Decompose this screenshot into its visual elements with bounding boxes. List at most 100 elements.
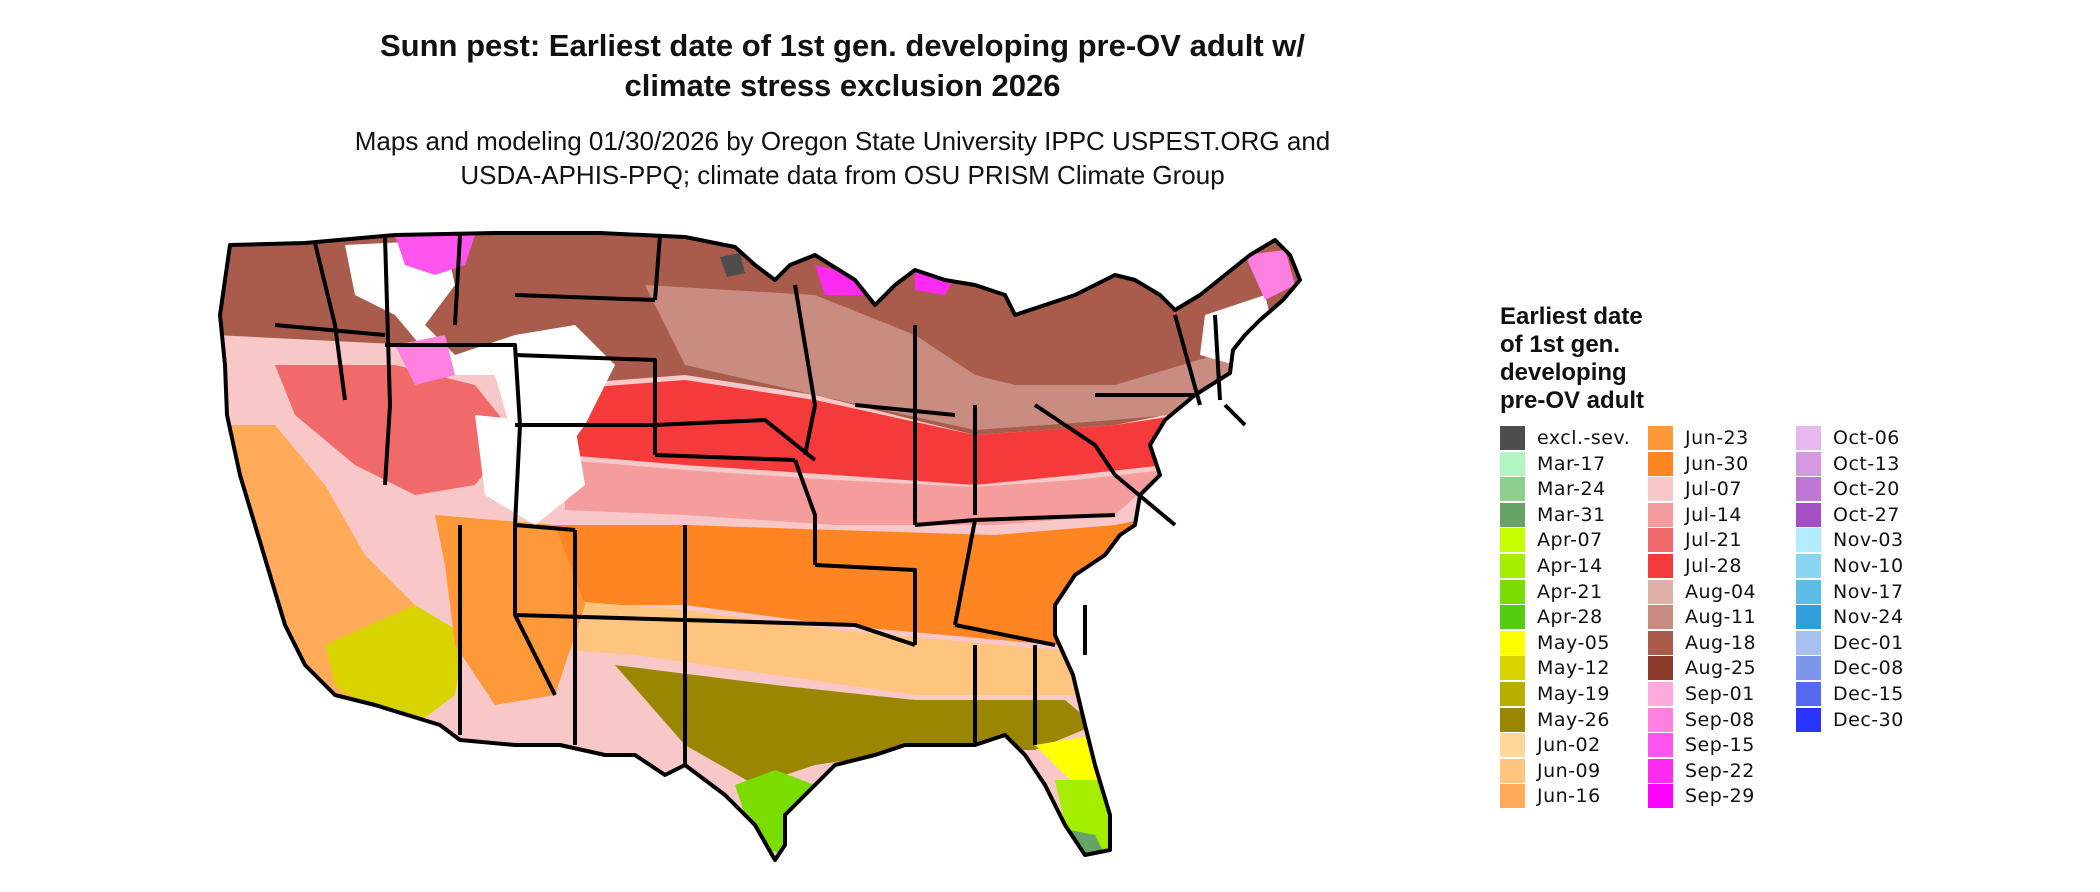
legend-label: Apr-07 <box>1537 529 1603 552</box>
legend-item: Jun-30 <box>1648 451 1749 477</box>
legend-item: Oct-27 <box>1796 502 1900 528</box>
legend-label: Jun-09 <box>1537 759 1601 782</box>
legend-label: Apr-28 <box>1537 606 1603 629</box>
legend-item: Jul-28 <box>1648 553 1742 579</box>
legend-label: Apr-14 <box>1537 555 1603 577</box>
legend-swatch <box>1648 733 1673 758</box>
legend-item: Jul-21 <box>1648 527 1742 553</box>
legend-title-line: Earliest date <box>1500 303 1643 330</box>
legend-item: excl.-sev. <box>1500 425 1630 451</box>
legend-item: May-05 <box>1500 630 1610 656</box>
legend-swatch <box>1648 502 1673 527</box>
legend-swatch <box>1500 707 1525 732</box>
legend-swatch <box>1796 605 1821 630</box>
map-region-florida-north <box>1035 735 1105 785</box>
map-region-excluded-dark <box>720 253 745 277</box>
legend-swatch <box>1796 554 1821 578</box>
legend-swatch <box>1500 656 1525 681</box>
legend-item: Nov-24 <box>1796 604 1904 630</box>
map-subtitle-line-2: USDA-APHIS-PPQ; climate data from OSU PR… <box>460 160 1225 190</box>
legend-item: Aug-25 <box>1648 655 1756 681</box>
legend-item: May-19 <box>1500 681 1610 707</box>
legend-swatch <box>1648 784 1673 809</box>
legend-label: Jun-02 <box>1537 734 1601 757</box>
map-fill-regions <box>220 233 1300 860</box>
legend-label: Jul-07 <box>1685 478 1742 501</box>
legend-swatch <box>1796 682 1821 706</box>
legend-item: Dec-08 <box>1796 655 1904 681</box>
legend-item: Jun-23 <box>1648 425 1749 451</box>
legend-item: Sep-08 <box>1648 707 1755 733</box>
legend-item: May-12 <box>1500 655 1610 681</box>
state-border-lines <box>274 234 1247 765</box>
map-subtitle: Maps and modeling 01/30/2026 by Oregon S… <box>250 124 1435 192</box>
legend-label: Jun-16 <box>1537 785 1601 808</box>
legend-item: Aug-11 <box>1648 604 1756 630</box>
legend-item: Nov-10 <box>1796 553 1904 579</box>
legend-swatch <box>1648 707 1673 732</box>
map-title-line-2: climate stress exclusion 2026 <box>624 68 1061 103</box>
map-region-rockies-magenta <box>395 235 475 275</box>
legend-swatch <box>1648 528 1673 553</box>
legend-label: Apr-21 <box>1537 580 1603 603</box>
legend-item: Jun-16 <box>1500 783 1601 809</box>
legend-title: Earliest date of 1st gen. developing pre… <box>1500 303 1700 415</box>
legend-swatch <box>1796 426 1821 450</box>
us-map <box>218 231 1302 862</box>
map-region-wyoming-magenta <box>395 335 455 385</box>
map-region-southern-tier <box>515 505 1215 645</box>
legend-label: Oct-13 <box>1833 452 1900 475</box>
legend-label: Jun-30 <box>1685 452 1749 475</box>
legend-title-line: developing <box>1500 359 1627 386</box>
state-borders <box>218 231 1302 862</box>
legend-swatch <box>1796 477 1821 502</box>
legend-label: Mar-24 <box>1537 478 1606 501</box>
legend-swatch <box>1500 502 1525 527</box>
map-region-south-texas <box>735 770 815 855</box>
legend-item: Oct-20 <box>1796 476 1900 502</box>
legend-swatch <box>1500 605 1525 630</box>
legend-item: Dec-30 <box>1796 707 1904 733</box>
legend-label: Sep-01 <box>1685 683 1755 705</box>
legend-swatch <box>1796 528 1821 553</box>
legend-label: Nov-10 <box>1833 555 1904 577</box>
legend-swatch <box>1648 682 1673 706</box>
map-region-desert-southwest <box>325 605 465 725</box>
legend-swatch <box>1648 477 1673 502</box>
legend-swatch <box>1500 477 1525 502</box>
legend-label: Mar-31 <box>1537 503 1606 526</box>
legend-item: Sep-15 <box>1648 732 1755 758</box>
legend-label: Mar-17 <box>1537 452 1606 475</box>
legend-label: Sep-08 <box>1685 708 1755 731</box>
legend-item: Nov-03 <box>1796 527 1904 553</box>
legend-item: Sep-22 <box>1648 758 1755 784</box>
map-region-central-pink <box>565 460 1165 525</box>
legend-swatch <box>1648 579 1673 604</box>
legend-label: Jun-23 <box>1685 427 1749 449</box>
legend-label: Nov-03 <box>1833 529 1904 552</box>
legend-label: Jul-21 <box>1685 529 1742 552</box>
legend-label: Sep-29 <box>1685 785 1755 808</box>
legend-item: Apr-28 <box>1500 604 1603 630</box>
legend-title-line: pre-OV adult <box>1500 387 1645 414</box>
map-region-mountain-white <box>345 240 615 465</box>
legend-label: Dec-08 <box>1833 657 1904 680</box>
legend-swatch <box>1648 451 1673 476</box>
legend-label: Aug-25 <box>1685 657 1757 680</box>
map-region-maine-magenta <box>1245 250 1295 300</box>
legend-label: Oct-27 <box>1833 503 1900 526</box>
legend-swatch <box>1500 528 1525 553</box>
map-region-great-basin <box>275 365 515 495</box>
legend-label: Sep-15 <box>1685 734 1755 757</box>
legend-label: May-05 <box>1537 631 1610 654</box>
legend-swatch <box>1500 451 1525 476</box>
legend-item: Dec-15 <box>1796 681 1904 707</box>
map-title: Sunn pest: Earliest date of 1st gen. dev… <box>250 26 1435 106</box>
legend-swatch <box>1796 630 1821 655</box>
legend-item: Jun-02 <box>1500 732 1601 758</box>
legend-item: Apr-21 <box>1500 579 1603 605</box>
legend-swatch <box>1648 656 1673 681</box>
legend-swatch <box>1796 656 1821 681</box>
legend-label: Nov-17 <box>1833 580 1904 603</box>
legend-item: Sep-29 <box>1648 783 1755 809</box>
